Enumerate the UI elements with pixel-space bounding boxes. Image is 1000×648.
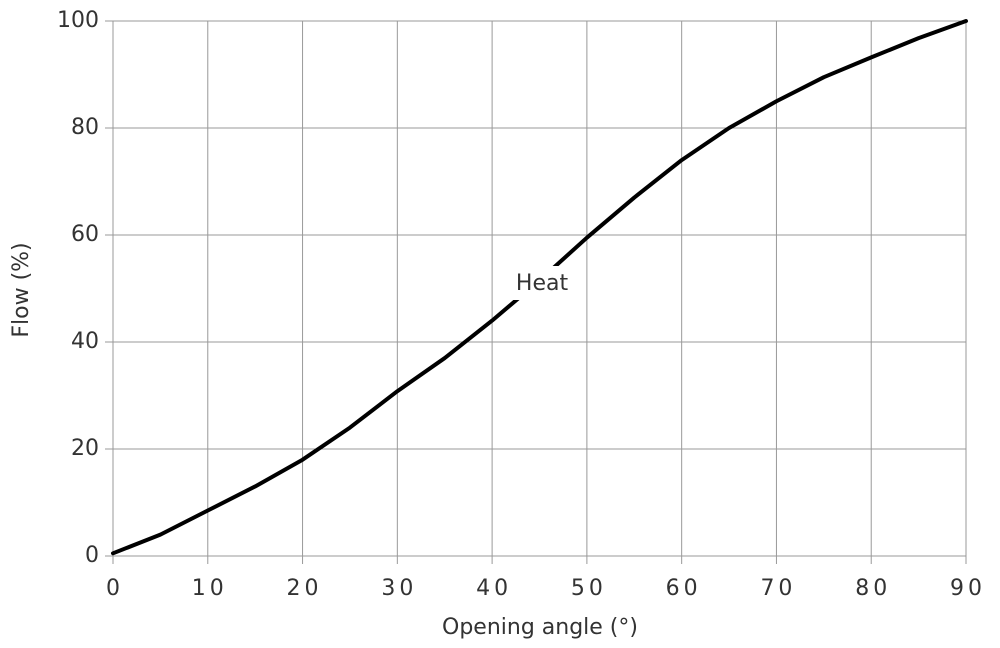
y-tick-label: 80 bbox=[71, 115, 99, 140]
x-tick-label: 30 bbox=[381, 576, 417, 601]
y-tick-label: 20 bbox=[71, 436, 99, 461]
x-tick-label: 90 bbox=[950, 576, 986, 601]
y-tick-label: 60 bbox=[71, 222, 99, 247]
annotation-background bbox=[508, 266, 574, 300]
x-tick-label: 0 bbox=[106, 576, 124, 601]
x-tick-label: 10 bbox=[192, 576, 228, 601]
series-annotation: Heat bbox=[516, 271, 569, 296]
x-tick-label: 70 bbox=[760, 576, 796, 601]
y-axis-label: Flow (%) bbox=[9, 242, 34, 337]
y-tick-label: 40 bbox=[71, 329, 99, 354]
x-axis-label: Opening angle (°) bbox=[442, 615, 638, 640]
y-tick-label: 0 bbox=[85, 543, 99, 568]
x-tick-label: 50 bbox=[571, 576, 607, 601]
y-tick-label: 100 bbox=[57, 8, 99, 33]
x-tick-label: 80 bbox=[855, 576, 891, 601]
x-tick-label: 20 bbox=[287, 576, 323, 601]
x-tick-label: 60 bbox=[666, 576, 702, 601]
x-tick-label: 40 bbox=[476, 576, 512, 601]
